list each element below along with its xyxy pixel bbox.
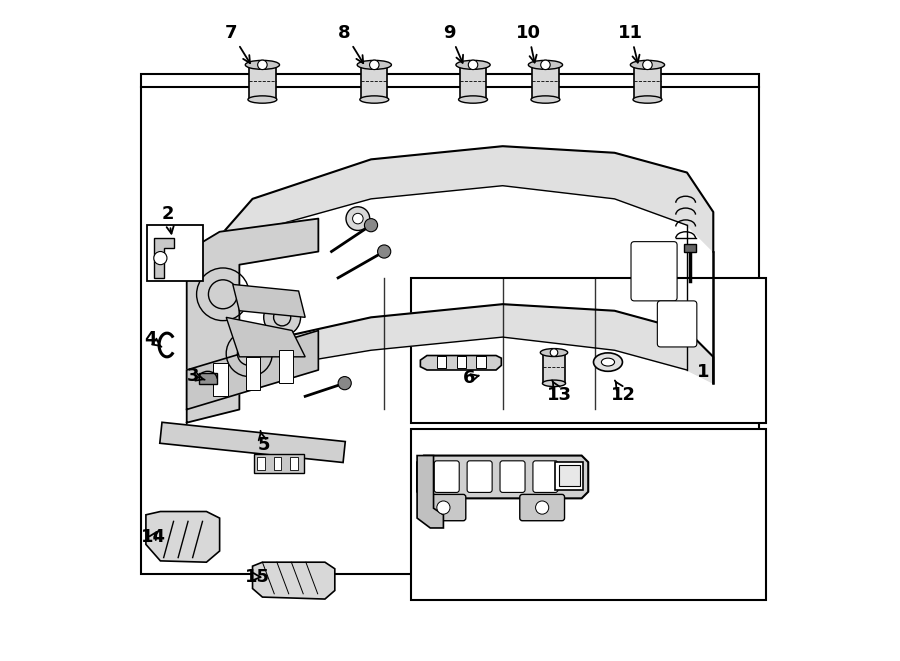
Text: 12: 12 <box>611 381 636 404</box>
Text: 5: 5 <box>257 431 270 454</box>
Bar <box>279 350 293 383</box>
Text: 8: 8 <box>338 24 364 63</box>
Circle shape <box>154 252 167 264</box>
Bar <box>290 457 298 470</box>
Bar <box>559 465 580 486</box>
Ellipse shape <box>360 96 389 103</box>
Bar <box>410 429 766 600</box>
Ellipse shape <box>531 96 560 103</box>
Circle shape <box>346 207 370 231</box>
Bar <box>460 65 486 100</box>
Polygon shape <box>417 455 589 498</box>
Bar <box>257 457 265 470</box>
Bar <box>456 356 466 368</box>
Polygon shape <box>233 284 305 317</box>
FancyBboxPatch shape <box>533 461 558 492</box>
Polygon shape <box>206 146 714 278</box>
Polygon shape <box>146 512 220 563</box>
Ellipse shape <box>528 60 562 69</box>
FancyBboxPatch shape <box>500 461 525 492</box>
Ellipse shape <box>540 348 568 356</box>
Circle shape <box>353 214 363 224</box>
Bar <box>140 74 760 574</box>
Text: 13: 13 <box>547 380 572 404</box>
Bar <box>246 357 260 390</box>
Polygon shape <box>160 422 346 463</box>
Ellipse shape <box>456 60 491 69</box>
Polygon shape <box>417 455 444 528</box>
Ellipse shape <box>601 358 615 366</box>
Circle shape <box>536 501 549 514</box>
Bar <box>436 356 446 368</box>
FancyBboxPatch shape <box>657 301 697 347</box>
FancyBboxPatch shape <box>467 461 492 492</box>
Polygon shape <box>420 356 501 370</box>
Bar <box>684 244 697 252</box>
FancyBboxPatch shape <box>421 494 466 521</box>
Text: 15: 15 <box>245 568 270 586</box>
Bar <box>213 364 228 397</box>
Bar <box>532 65 559 100</box>
Bar <box>476 356 485 368</box>
Ellipse shape <box>357 60 392 69</box>
Ellipse shape <box>248 96 277 103</box>
Bar <box>544 352 564 383</box>
Ellipse shape <box>633 96 662 103</box>
Ellipse shape <box>246 60 280 69</box>
Bar <box>148 225 203 281</box>
FancyBboxPatch shape <box>631 242 677 301</box>
Circle shape <box>550 349 558 356</box>
Ellipse shape <box>630 60 664 69</box>
Text: 3: 3 <box>186 367 204 385</box>
Circle shape <box>257 60 267 69</box>
Polygon shape <box>154 239 174 278</box>
Circle shape <box>338 377 351 390</box>
Text: 6: 6 <box>464 369 479 387</box>
Bar <box>249 65 275 100</box>
Text: 11: 11 <box>617 24 643 63</box>
Text: 4: 4 <box>144 330 161 348</box>
Circle shape <box>468 60 478 69</box>
Bar <box>634 65 661 100</box>
Bar <box>555 462 583 490</box>
Circle shape <box>264 299 301 336</box>
Polygon shape <box>186 219 319 422</box>
Text: 14: 14 <box>140 528 166 547</box>
Polygon shape <box>206 304 714 409</box>
Polygon shape <box>253 563 335 599</box>
Bar <box>361 65 388 100</box>
Polygon shape <box>199 373 217 385</box>
Circle shape <box>364 219 378 232</box>
Polygon shape <box>226 317 305 357</box>
Polygon shape <box>254 454 303 473</box>
Ellipse shape <box>543 380 565 387</box>
Circle shape <box>370 60 379 69</box>
Text: 2: 2 <box>162 205 175 233</box>
Circle shape <box>436 501 450 514</box>
Bar <box>274 457 282 470</box>
Circle shape <box>643 60 652 69</box>
Text: 9: 9 <box>444 24 464 63</box>
Circle shape <box>238 342 261 366</box>
Circle shape <box>378 245 391 258</box>
Text: 7: 7 <box>225 24 250 63</box>
Circle shape <box>209 280 238 309</box>
Bar <box>410 278 766 422</box>
Ellipse shape <box>459 96 488 103</box>
Circle shape <box>541 60 550 69</box>
Circle shape <box>274 309 291 326</box>
Polygon shape <box>186 330 319 409</box>
FancyBboxPatch shape <box>520 494 564 521</box>
Ellipse shape <box>593 353 623 371</box>
Text: 1: 1 <box>697 363 709 381</box>
FancyBboxPatch shape <box>434 461 459 492</box>
Text: 10: 10 <box>516 24 541 63</box>
